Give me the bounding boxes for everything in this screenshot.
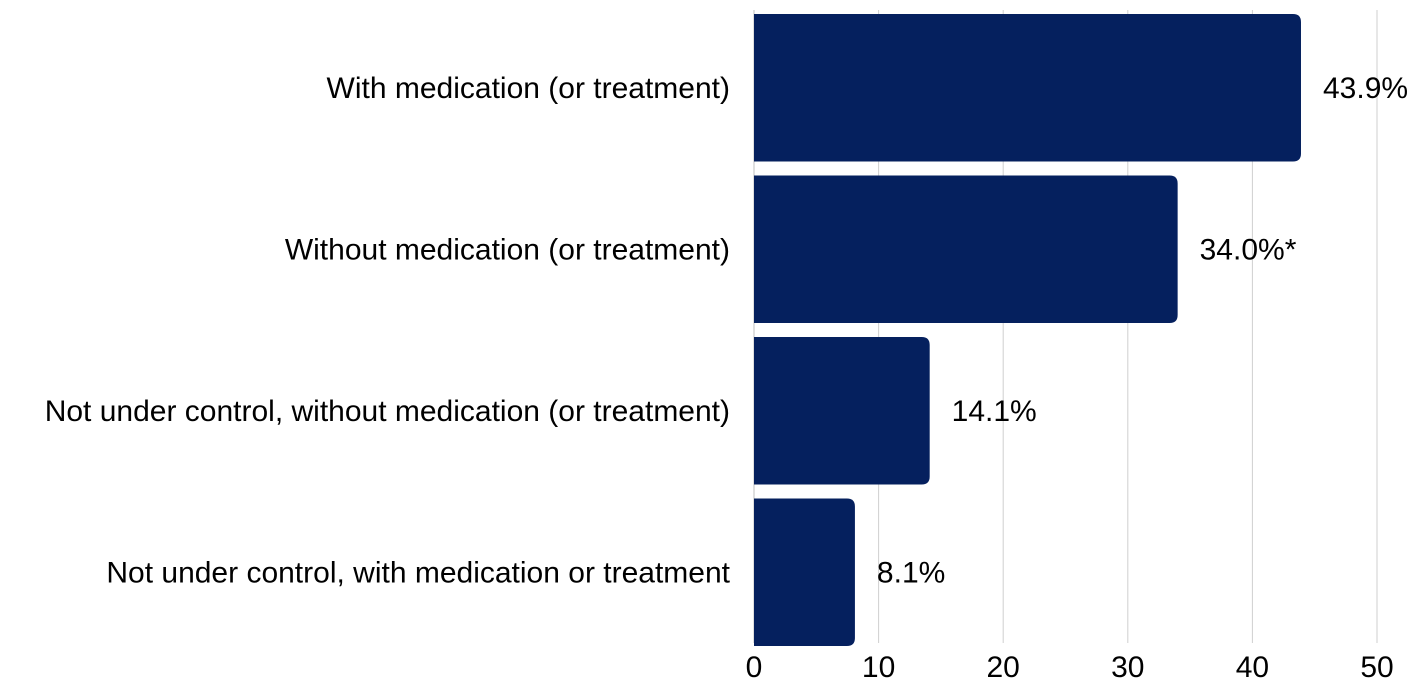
bar-4 (754, 498, 855, 646)
bar-2 (754, 175, 1178, 323)
bar-layer (754, 14, 1301, 646)
value-label-3: 14.1% (952, 395, 1037, 428)
x-tick-label-30: 30 (1111, 651, 1144, 684)
value-label-1: 43.9% (1323, 72, 1408, 105)
value-label-2: 34.0%* (1200, 233, 1297, 266)
x-tick-label-0: 0 (746, 651, 763, 684)
category-label-3: Not under control, without medication (o… (45, 395, 730, 428)
category-label-2: Without medication (or treatment) (285, 233, 730, 266)
x-tick-label-40: 40 (1236, 651, 1269, 684)
x-axis: 0 10 20 30 40 50 (746, 651, 1394, 684)
category-label-1: With medication (or treatment) (327, 72, 730, 105)
label-layer: 43.9% With medication (or treatment) 34.0%… (45, 72, 1408, 590)
x-tick-label-20: 20 (987, 651, 1020, 684)
bar-3 (754, 337, 930, 485)
value-label-4: 8.1% (877, 556, 945, 589)
x-tick-label-10: 10 (862, 651, 895, 684)
category-label-4: Not under control, with medication or tr… (106, 556, 730, 589)
bar-1 (754, 14, 1301, 162)
x-tick-label-50: 50 (1360, 651, 1393, 684)
